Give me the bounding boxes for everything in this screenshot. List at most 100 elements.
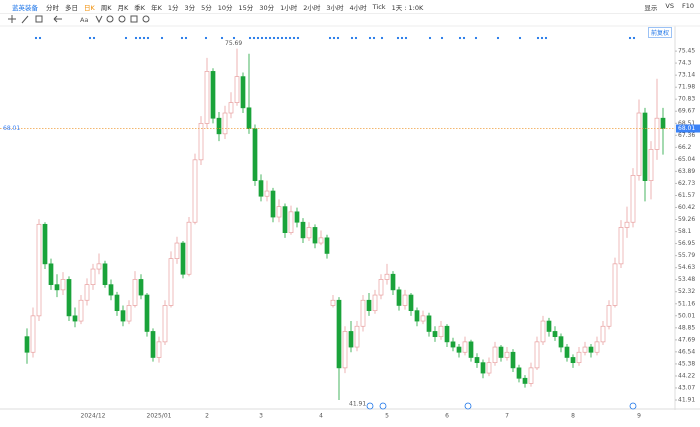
magnet-icon[interactable] bbox=[106, 15, 114, 23]
candle-body bbox=[108, 284, 114, 296]
candle-body bbox=[312, 227, 318, 244]
candle-body bbox=[306, 227, 312, 239]
text-tool[interactable]: Aa bbox=[80, 16, 88, 24]
period-button[interactable]: 月K bbox=[117, 3, 129, 12]
y-tick-label: 46.54 bbox=[678, 348, 695, 355]
event-dot bbox=[284, 36, 288, 40]
candle-body bbox=[282, 206, 288, 233]
event-badge bbox=[366, 402, 374, 410]
event-dot bbox=[272, 36, 276, 40]
candle-body bbox=[240, 76, 246, 109]
candle-body bbox=[150, 331, 156, 358]
candle-body bbox=[642, 112, 648, 181]
period-button[interactable]: 15分 bbox=[238, 3, 254, 12]
candle-body bbox=[186, 221, 192, 275]
x-tick-label: 2024/12 bbox=[81, 413, 106, 420]
candle-body bbox=[156, 341, 162, 358]
candle-body bbox=[390, 273, 396, 291]
period-button[interactable]: 10分 bbox=[217, 3, 233, 12]
low-annotation: 41.91 bbox=[349, 401, 366, 408]
y-tick-label: 61.57 bbox=[678, 192, 695, 199]
candle-body bbox=[318, 237, 324, 244]
candle-body bbox=[654, 117, 660, 150]
crosshair-icon[interactable] bbox=[8, 15, 16, 23]
toolbar-button[interactable]: 显示 bbox=[644, 3, 658, 12]
pen-icon[interactable] bbox=[95, 15, 103, 24]
period-button[interactable]: 1小时 bbox=[280, 3, 298, 12]
period-toolbar: 蓝英装备 分时 多日 日K 周K 月K 季K 年K 1分 3分 5分 10分 15分 30分 1小时 2小时… bbox=[0, 0, 700, 14]
event-dot bbox=[160, 36, 164, 40]
period-button[interactable]: Tick bbox=[372, 2, 386, 11]
period-button[interactable]: 季K bbox=[134, 3, 146, 12]
candle-body bbox=[48, 263, 54, 285]
candle-body bbox=[198, 123, 204, 161]
candle-body bbox=[180, 242, 186, 275]
event-dot bbox=[368, 36, 372, 40]
candle-body bbox=[42, 223, 48, 265]
candle-body bbox=[630, 175, 636, 223]
event-dot bbox=[632, 36, 636, 40]
period-button[interactable]: 分时 bbox=[46, 3, 59, 12]
last-price-label: 68.01 bbox=[678, 125, 695, 132]
high-annotation: 75.69 bbox=[225, 40, 242, 47]
event-dot bbox=[628, 36, 632, 40]
candle-body bbox=[60, 279, 66, 291]
period-button[interactable]: 1分 bbox=[167, 3, 179, 12]
toolbar-button[interactable]: VS bbox=[665, 1, 674, 10]
y-tick-label: 51.16 bbox=[678, 300, 695, 307]
adjust-button[interactable]: 前复权 bbox=[647, 27, 672, 38]
candle-body bbox=[192, 159, 198, 223]
candle-body bbox=[348, 331, 354, 348]
period-button[interactable]: 3分 bbox=[184, 3, 196, 12]
period-button[interactable]: 2小时 bbox=[303, 3, 321, 12]
period-button[interactable]: 周K bbox=[100, 3, 112, 12]
arrow-icon[interactable] bbox=[53, 15, 62, 23]
event-dot bbox=[372, 36, 376, 40]
delete-icon[interactable] bbox=[130, 15, 138, 23]
event-dot bbox=[92, 36, 96, 40]
event-dot bbox=[540, 36, 544, 40]
candle-body bbox=[396, 289, 402, 306]
candle-body bbox=[84, 284, 90, 301]
lock-icon[interactable] bbox=[118, 15, 126, 23]
last-price-box bbox=[676, 124, 700, 133]
period-button[interactable]: 4小时 bbox=[349, 3, 367, 12]
period-button[interactable]: 多日 bbox=[65, 3, 78, 12]
x-tick-label: 7 bbox=[505, 413, 509, 420]
period-button[interactable]: 30分 bbox=[259, 3, 275, 12]
candle-body bbox=[30, 315, 36, 353]
stock-name[interactable]: 蓝英装备 bbox=[12, 3, 38, 12]
shape-icon[interactable] bbox=[35, 15, 43, 23]
candle-body bbox=[504, 351, 510, 358]
candle-body bbox=[54, 284, 60, 291]
event-dot bbox=[288, 36, 292, 40]
period-button[interactable]: 5分 bbox=[201, 3, 212, 12]
event-dot bbox=[396, 36, 400, 40]
event-dot bbox=[232, 36, 236, 40]
candle-body bbox=[636, 112, 642, 176]
event-dot bbox=[332, 36, 336, 40]
event-dot bbox=[336, 36, 340, 40]
y-tick-label: 74.3 bbox=[678, 60, 692, 67]
period-button[interactable]: 1天 : 1:0K bbox=[391, 3, 424, 12]
candle-body bbox=[276, 206, 282, 218]
y-tick-label: 71.98 bbox=[678, 84, 695, 91]
event-dot bbox=[180, 36, 184, 40]
period-button[interactable]: 3小时 bbox=[326, 3, 344, 12]
candle-body bbox=[384, 273, 390, 280]
toolbar-button[interactable]: F10 bbox=[681, 1, 694, 10]
event-dot bbox=[296, 36, 300, 40]
line-icon[interactable] bbox=[21, 15, 29, 24]
event-dot bbox=[354, 36, 358, 40]
period-button[interactable]: 日K bbox=[84, 3, 95, 12]
settings-icon[interactable] bbox=[142, 15, 150, 23]
y-tick-label: 53.48 bbox=[678, 276, 695, 283]
candle-body bbox=[438, 325, 444, 338]
y-tick-label: 65.04 bbox=[678, 156, 695, 163]
x-tick-label: 2 bbox=[205, 413, 209, 420]
y-tick-label: 41.91 bbox=[678, 397, 695, 404]
y-tick-label: 45.38 bbox=[678, 360, 695, 367]
candle-body bbox=[624, 221, 630, 228]
period-button[interactable]: 年K bbox=[151, 3, 162, 12]
candle-body bbox=[366, 299, 372, 312]
